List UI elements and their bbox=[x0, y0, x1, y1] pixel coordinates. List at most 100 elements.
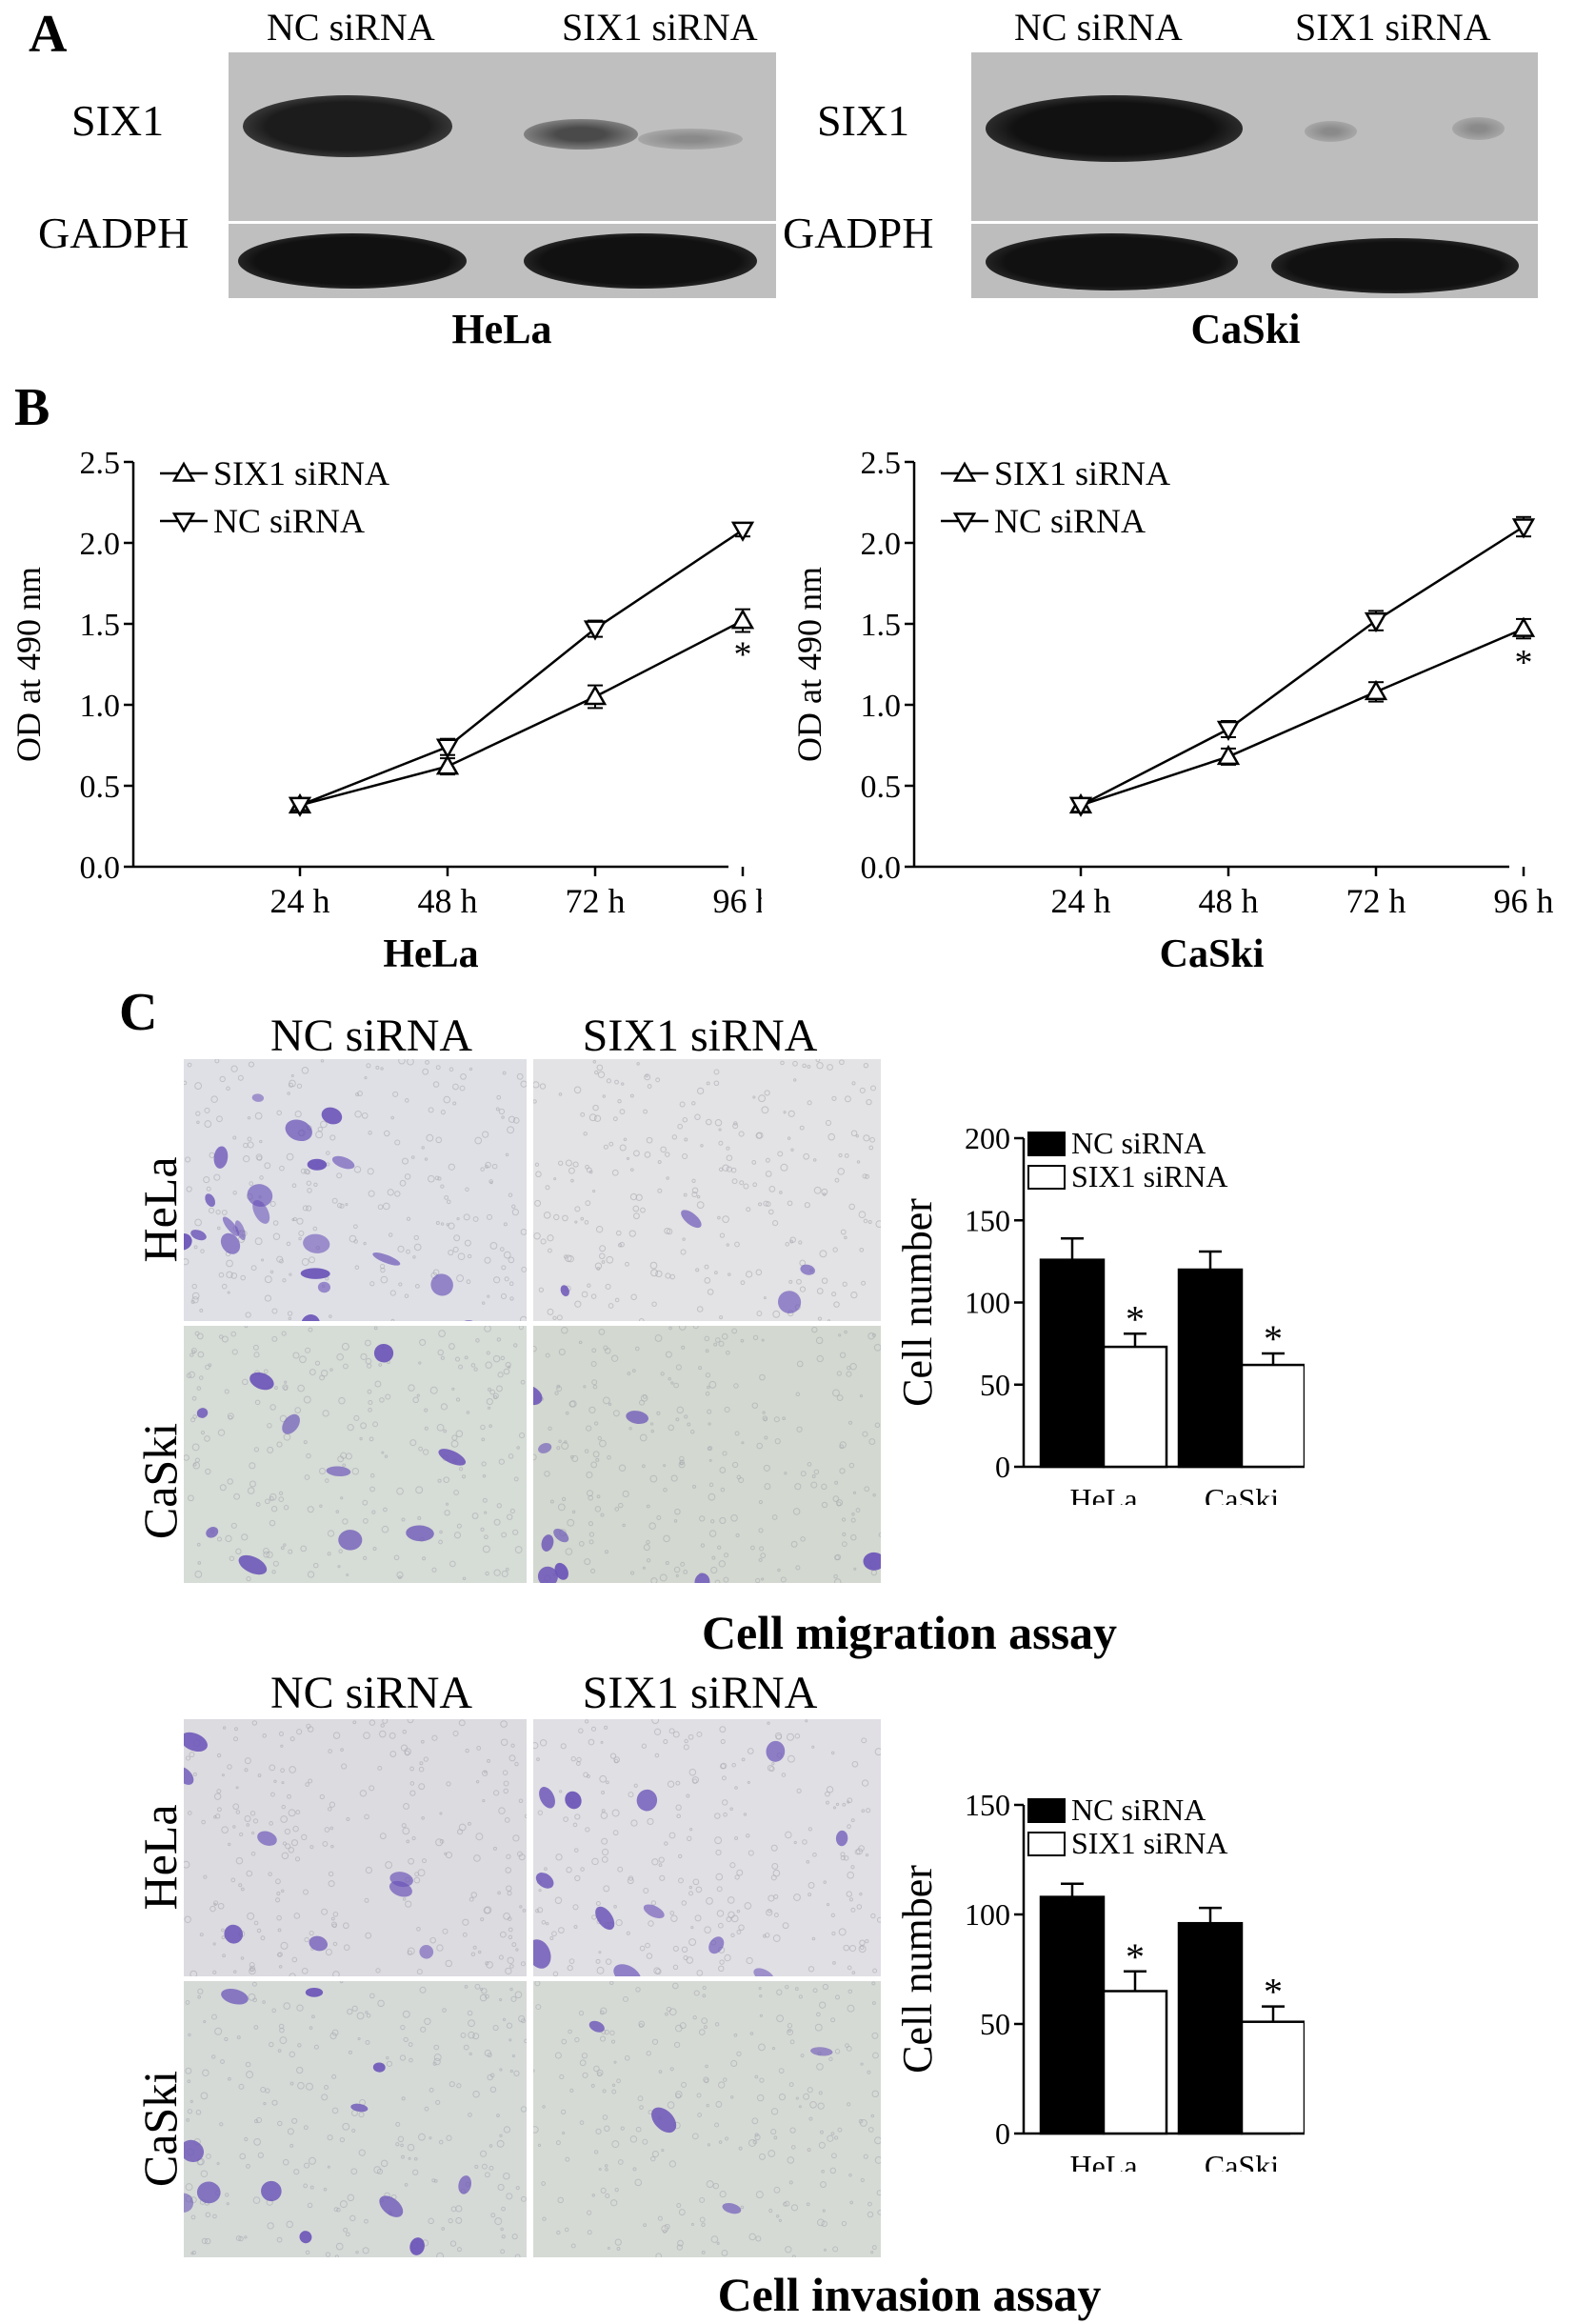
micrograph-pore bbox=[612, 1830, 619, 1836]
micrograph-pore bbox=[421, 1146, 425, 1150]
micrograph-pore bbox=[360, 1422, 368, 1430]
micrograph-pore bbox=[678, 2209, 686, 2216]
micrograph-pore bbox=[714, 2022, 720, 2027]
micrograph-pore bbox=[409, 2057, 413, 2063]
micrograph-pore bbox=[705, 2064, 708, 2069]
micrograph-pore bbox=[717, 1545, 722, 1550]
caski-growth-significance-star: * bbox=[1515, 643, 1533, 683]
micrograph-pore bbox=[605, 1283, 611, 1290]
caski-growth-x-tick-label: 48 h bbox=[1199, 882, 1259, 920]
hela-growth-legend-marker bbox=[171, 512, 196, 533]
micrograph-pore bbox=[305, 1347, 311, 1353]
micrograph-pore bbox=[347, 2194, 355, 2202]
micrograph-pore bbox=[842, 1532, 847, 1536]
micrograph-pore bbox=[768, 1766, 775, 1773]
micrograph-pore bbox=[739, 1180, 745, 1186]
micrograph-pore bbox=[328, 1871, 334, 1877]
micrograph-pore bbox=[763, 1464, 770, 1472]
micrograph-pore bbox=[204, 2237, 211, 2245]
micrograph-pore bbox=[828, 2056, 833, 2062]
micrograph-pore bbox=[815, 1059, 821, 1063]
micrograph-pore bbox=[482, 1545, 490, 1553]
micrograph-cell bbox=[560, 1285, 569, 1296]
micrograph-pore bbox=[305, 1782, 310, 1787]
micrograph-pore bbox=[556, 2230, 561, 2235]
micrograph-pore bbox=[281, 1781, 285, 1785]
micrograph-pore bbox=[795, 2096, 799, 2100]
micrograph-pore bbox=[293, 1913, 301, 1919]
micrograph-pore bbox=[834, 1177, 840, 1183]
micrograph-pore bbox=[734, 1431, 740, 1436]
micrograph-pore bbox=[553, 1177, 557, 1181]
micrograph-pore bbox=[204, 1120, 212, 1129]
micrograph-pore bbox=[429, 1936, 436, 1944]
micrograph-pore bbox=[501, 2206, 506, 2212]
micrograph-pore bbox=[818, 2001, 827, 2009]
micrograph-pore bbox=[221, 1826, 229, 1834]
micrograph-pore bbox=[513, 2070, 520, 2076]
micrograph-pore bbox=[363, 1732, 370, 1740]
micrograph-pore bbox=[704, 1926, 711, 1933]
migration-legend-swatch bbox=[1027, 1132, 1066, 1156]
micrograph-pore bbox=[832, 1960, 836, 1965]
micrograph-pore bbox=[752, 1182, 758, 1188]
micrograph-pore bbox=[659, 1573, 668, 1582]
micrograph-pore bbox=[654, 1334, 663, 1342]
micrograph-pore bbox=[381, 1525, 389, 1533]
micrograph-pore bbox=[264, 1294, 272, 1302]
micrograph-pore bbox=[407, 1950, 412, 1955]
micrograph-pore bbox=[599, 1245, 607, 1252]
micrograph-pore bbox=[537, 1907, 544, 1913]
micrograph-pore bbox=[807, 1966, 815, 1973]
micrograph-pore bbox=[552, 1971, 559, 1976]
micrograph-pore bbox=[406, 1249, 410, 1254]
micrograph-pore bbox=[749, 2032, 754, 2035]
micrograph-pore bbox=[563, 1816, 568, 1822]
micrograph-pore bbox=[512, 1529, 519, 1535]
micrograph-pore bbox=[262, 1733, 268, 1738]
micrograph-pore bbox=[556, 1385, 563, 1392]
micrograph-pore bbox=[795, 1565, 801, 1571]
micrograph-pore bbox=[245, 2061, 251, 2068]
micrograph-pore bbox=[327, 2165, 330, 2169]
micrograph-pore bbox=[848, 1897, 854, 1902]
micrograph-pore bbox=[599, 1252, 606, 1260]
micrograph-pore bbox=[718, 2081, 726, 2089]
micrograph-pore bbox=[520, 2195, 527, 2202]
micrograph-pore bbox=[464, 1355, 469, 1360]
micrograph-pore bbox=[816, 1288, 824, 1294]
micrograph-pore bbox=[698, 2029, 706, 2035]
micrograph-pore bbox=[446, 1223, 449, 1227]
micrograph-pore bbox=[269, 1821, 273, 1826]
micrograph-pore bbox=[619, 1144, 627, 1152]
invasion-x-tick-label: CaSki bbox=[1205, 2149, 1279, 2172]
caski-growth-data-point bbox=[1216, 720, 1241, 742]
micrograph-pore bbox=[479, 1987, 484, 1992]
micrograph-pore bbox=[655, 1968, 662, 1975]
micrograph-pore bbox=[807, 1064, 811, 1069]
micrograph-pore bbox=[380, 1267, 386, 1273]
micrograph-pore bbox=[449, 1560, 456, 1568]
micrograph-pore bbox=[533, 1081, 540, 1089]
micrograph-pore bbox=[584, 1220, 589, 1225]
micrograph-pore bbox=[216, 1226, 221, 1231]
micrograph-cell bbox=[694, 1573, 710, 1583]
micrograph-pore bbox=[844, 1153, 849, 1158]
micrograph-pore bbox=[834, 1578, 842, 1583]
micrograph-pore bbox=[496, 1094, 502, 1100]
micrograph-pore bbox=[746, 1956, 753, 1965]
micrograph-pore bbox=[487, 1406, 491, 1410]
micrograph-pore bbox=[871, 1981, 876, 1986]
micrograph-pore bbox=[583, 1132, 588, 1136]
micrograph-pore bbox=[600, 2007, 608, 2014]
micrograph-pore bbox=[240, 1274, 246, 1281]
micrograph-cell bbox=[184, 1233, 192, 1251]
micrograph-pore bbox=[609, 1753, 617, 1759]
micrograph-pore bbox=[272, 1220, 279, 1226]
micrograph-cell bbox=[373, 1343, 394, 1363]
hela-lane-label-six1: SIX1 siRNA bbox=[562, 6, 758, 49]
micrograph-pore bbox=[714, 1836, 723, 1845]
micrograph-pore bbox=[369, 1785, 375, 1792]
micrograph-pore bbox=[656, 1515, 662, 1520]
micrograph-cell bbox=[766, 1740, 786, 1762]
